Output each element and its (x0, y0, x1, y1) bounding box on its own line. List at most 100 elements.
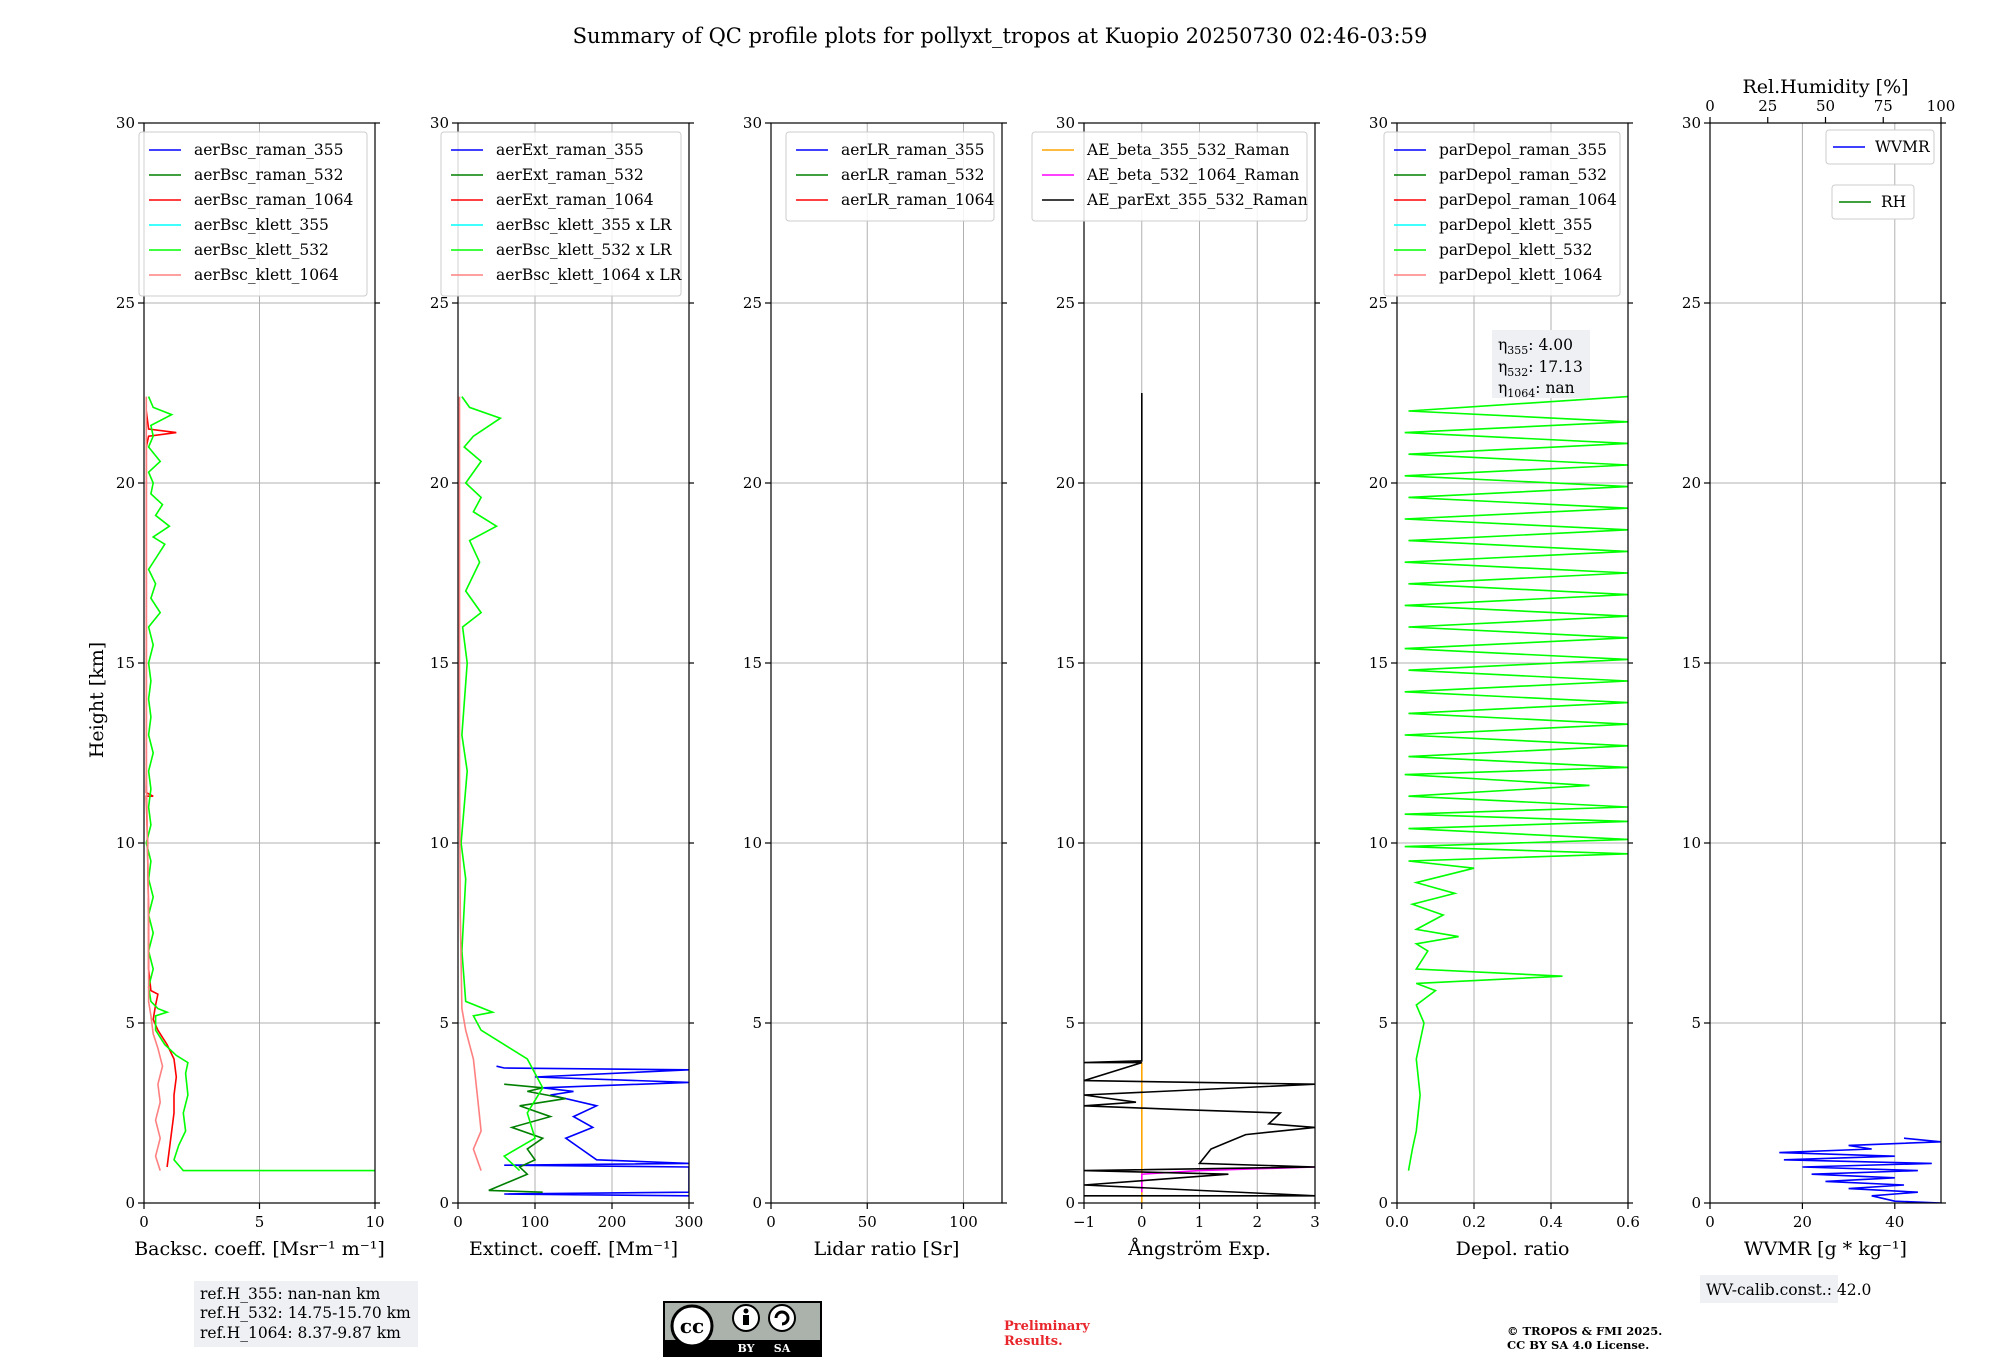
y-tick-label: 25 (743, 294, 762, 312)
x-tick-label: 0 (453, 1213, 463, 1231)
y-tick-label: 20 (1682, 474, 1701, 492)
cc-by-label: BY (738, 1342, 755, 1355)
series-line-aerExt_raman_355 (496, 1065, 689, 1197)
y-tick-label: 15 (116, 654, 135, 672)
legend-box (1383, 131, 1621, 297)
x-tick-label: 0.0 (1385, 1213, 1409, 1231)
x-tick-label: 300 (675, 1213, 704, 1231)
y-tick-label: 5 (1378, 1014, 1388, 1032)
legend: parDepol_raman_355 parDepol_raman_532 parD… (1383, 131, 1621, 297)
legend-entry: AE_beta_532_1064_Raman (1086, 166, 1299, 184)
legend-entry: parDepol_klett_355 (1439, 216, 1592, 234)
y-tick-label: 10 (1682, 834, 1701, 852)
eta-355: η355: 4.00 (1498, 336, 1573, 357)
y-tick-label: 15 (1682, 654, 1701, 672)
series-line-WVMR (1779, 1137, 1941, 1203)
x-axis-label: Ångström Exp. (1127, 1238, 1271, 1260)
y-tick-label: 20 (116, 474, 135, 492)
legend: aerLR_raman_355 aerLR_raman_532 aerLR_rama… (785, 131, 995, 222)
panel-6: 0 20 40 0 5 10 15 20 25 30 WVMR [g * kg⁻¹] 0 25 50 75 1… (1682, 76, 1955, 1260)
legend-entry: aerBsc_raman_532 (194, 166, 344, 184)
x-tick-label: 5 (255, 1213, 265, 1231)
y-tick-label: 30 (430, 114, 449, 132)
legend-wvmr: WVMR (1825, 129, 1935, 165)
y-tick-label: 0 (1378, 1194, 1388, 1212)
series-group (145, 396, 375, 1172)
y-tick-label: 10 (1056, 834, 1075, 852)
series-group (458, 396, 689, 1197)
ref-h-355: ref.H_355: nan-nan km (200, 1285, 381, 1303)
y-tick-label: 5 (439, 1014, 449, 1032)
legend-box (440, 131, 682, 297)
grid-lines (1710, 123, 1941, 1203)
x-tick-label: 0 (766, 1213, 776, 1231)
panel-2: 0 100 200 300 0 5 10 15 20 25 30 Extinct. coeff. [M… (430, 114, 703, 1260)
legend-entry: aerExt_raman_1064 (496, 191, 654, 209)
series-line-parDepol_klett_532 (1404, 395, 1628, 1171)
legend-entry: aerBsc_klett_532 (194, 241, 329, 259)
y-tick-label: 10 (1369, 834, 1388, 852)
legend-entry: WVMR (1875, 138, 1931, 156)
legend-box (785, 131, 995, 222)
y-tick-label: 25 (430, 294, 449, 312)
x-tick-label: 20 (1793, 1213, 1812, 1231)
x2-tick-label: 0 (1705, 97, 1715, 115)
x-tick-label: 100 (521, 1213, 550, 1231)
legend-entry: aerBsc_raman_1064 (194, 191, 354, 209)
series-line-aerBsc_klett_1064 x LR (458, 396, 482, 1171)
copyright-line-2: CC BY SA 4.0 License. (1507, 1338, 1649, 1352)
y-tick-label: 0 (752, 1194, 762, 1212)
y-tick-label: 15 (743, 654, 762, 672)
cc-icon (670, 1304, 714, 1348)
legend-entry: aerLR_raman_355 (841, 141, 984, 159)
legend-box (138, 131, 368, 297)
legend-box (1825, 129, 1935, 165)
series-line-AE_parExt_355_532_Raman (1084, 393, 1315, 1197)
legend-entry: aerBsc_klett_1064 (194, 266, 339, 284)
series-group (1779, 1137, 1941, 1203)
x-tick-label: 3 (1310, 1213, 1320, 1231)
legend: AE_beta_355_532_Raman AE_beta_532_1064_Ra… (1031, 131, 1308, 222)
grid-lines (144, 123, 375, 1203)
legend-entry: aerLR_raman_532 (841, 166, 984, 184)
ref-h-1064: ref.H_1064: 8.37-9.87 km (200, 1324, 401, 1342)
legend-entry: parDepol_raman_355 (1439, 141, 1607, 159)
x-axis-label: Depol. ratio (1456, 1238, 1570, 1260)
x-axis-label: Extinct. coeff. [Mm⁻¹] (469, 1238, 678, 1260)
y-tick-label: 25 (116, 294, 135, 312)
series-group (1084, 393, 1315, 1203)
y-tick-label: 15 (1369, 654, 1388, 672)
legend-entry: aerBsc_raman_355 (194, 141, 344, 159)
x-tick-label: 0 (1137, 1213, 1147, 1231)
legend-entry: RH (1881, 193, 1906, 211)
series-group (1404, 395, 1628, 1171)
legend: aerExt_raman_355 aerExt_raman_532 aerExt_r… (440, 131, 683, 297)
grid-lines (458, 123, 689, 1203)
legend-entry: parDepol_klett_532 (1439, 241, 1592, 259)
y-tick-label: 30 (116, 114, 135, 132)
y-tick-label: 10 (743, 834, 762, 852)
wv-calib-box: WV-calib.const.: 42.0 (1700, 1275, 1871, 1303)
y-tick-label: 25 (1369, 294, 1388, 312)
y-tick-label: 10 (430, 834, 449, 852)
x-tick-label: 50 (858, 1213, 877, 1231)
share-alike-icon (768, 1304, 796, 1332)
legend-entry: parDepol_raman_532 (1439, 166, 1607, 184)
x-tick-label: 100 (949, 1213, 978, 1231)
legend-entry: parDepol_klett_1064 (1439, 266, 1602, 284)
legend-entry: AE_parExt_355_532_Raman (1086, 191, 1308, 209)
x-tick-label: 0.2 (1462, 1213, 1486, 1231)
wv-calib-text: WV-calib.const.: 42.0 (1706, 1281, 1871, 1299)
x2-tick-label: 25 (1758, 97, 1777, 115)
legend-entry: aerBsc_klett_532 x LR (496, 241, 673, 259)
x-axis-label: Lidar ratio [Sr] (814, 1238, 960, 1260)
eta-1064: η1064: nan (1498, 379, 1575, 400)
eta-box: η355: 4.00 η532: 17.13 η1064: nan (1492, 330, 1590, 400)
ref-h-532: ref.H_532: 14.75-15.70 km (200, 1304, 411, 1322)
y-tick-label: 20 (430, 474, 449, 492)
legend-entry: aerBsc_klett_1064 x LR (496, 266, 683, 284)
x-axis-label: WVMR [g * kg⁻¹] (1744, 1238, 1907, 1260)
y-tick-label: 30 (1056, 114, 1075, 132)
y-tick-label: 0 (439, 1194, 449, 1212)
